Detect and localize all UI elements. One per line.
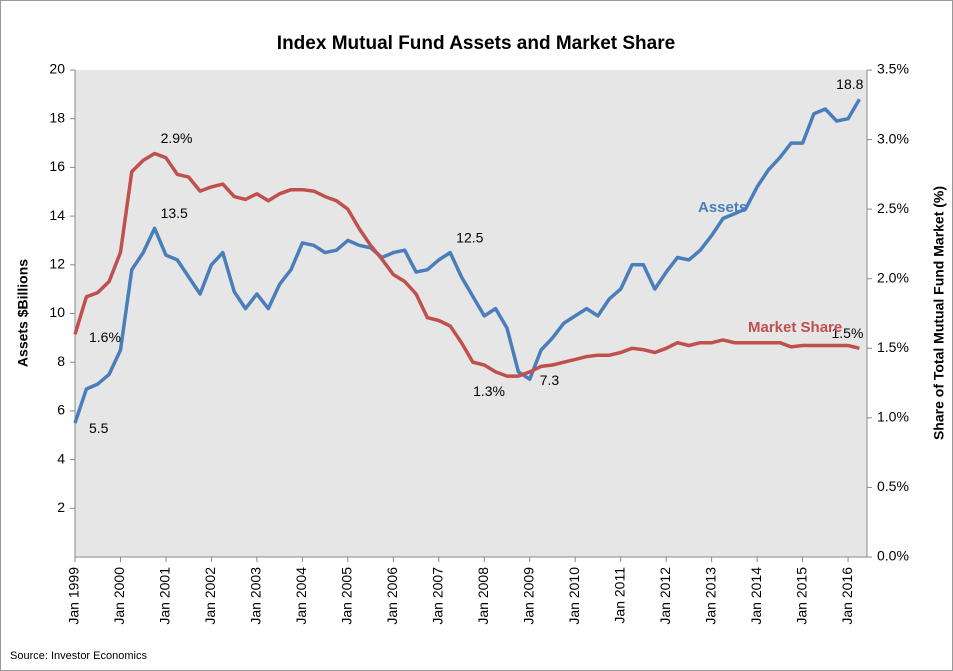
y2-tick-label: 1.5% xyxy=(877,339,909,355)
x-tick-label: Jan 2003 xyxy=(248,567,264,625)
y2-axis-title: Share of Total Mutual Fund Market (%) xyxy=(931,186,947,440)
series-line xyxy=(73,151,860,378)
data-label: 2.9% xyxy=(161,130,193,146)
x-tick-label: Jan 2000 xyxy=(111,567,127,625)
x-tick-label: Jan 2016 xyxy=(839,567,855,625)
data-label: 13.5 xyxy=(161,205,188,221)
y-tick-label: 8 xyxy=(57,353,65,369)
x-tick-label: Jan 2008 xyxy=(475,567,491,625)
data-label: 1.6% xyxy=(89,329,121,345)
y2-tick-label: 2.5% xyxy=(877,200,909,216)
x-tick-label: Jan 2014 xyxy=(748,567,764,625)
x-tick-label: Jan 2015 xyxy=(793,567,809,625)
x-tick-label: Jan 2013 xyxy=(702,567,718,625)
chart-title: Index Mutual Fund Assets and Market Shar… xyxy=(277,33,675,54)
y-tick-label: 16 xyxy=(49,158,65,174)
y2-tick-label: 3.5% xyxy=(877,61,909,77)
data-label: 18.8 xyxy=(836,76,863,92)
y2-tick-label: 0.0% xyxy=(877,548,909,564)
series-line xyxy=(73,98,861,424)
y-tick-label: 12 xyxy=(49,256,65,272)
x-tick-label: Jan 2012 xyxy=(657,567,673,625)
x-tick-label: Jan 2004 xyxy=(293,567,309,625)
y2-tick-label: 3.0% xyxy=(877,130,909,146)
x-tick-label: Jan 2009 xyxy=(520,567,536,625)
y-tick-label: 6 xyxy=(57,402,65,418)
plot-area xyxy=(75,70,867,557)
y-tick-label: 18 xyxy=(49,109,65,125)
y-tick-label: 4 xyxy=(57,450,65,466)
series-name: Market Share xyxy=(748,319,842,336)
x-tick-label: Jan 2001 xyxy=(157,567,173,625)
y2-tick-label: 0.5% xyxy=(877,478,909,494)
x-tick-label: Jan 2011 xyxy=(611,567,627,624)
source-note: Source: Investor Economics xyxy=(10,650,147,662)
data-label: 5.5 xyxy=(89,420,109,436)
y-tick-label: 14 xyxy=(49,207,65,223)
x-tick-label: Jan 1999 xyxy=(66,567,82,625)
data-label: 1.5% xyxy=(831,325,863,341)
y2-tick-label: 1.0% xyxy=(877,409,909,425)
series-name: Assets xyxy=(698,199,747,216)
y-axis-title: Assets $Billions xyxy=(15,259,31,367)
x-tick-label: Jan 2007 xyxy=(429,567,445,625)
y-tick-label: 20 xyxy=(49,61,65,77)
x-tick-label: Jan 2005 xyxy=(339,567,355,625)
data-label: 12.5 xyxy=(456,229,483,245)
x-tick-label: Jan 2002 xyxy=(202,567,218,625)
y-tick-label: 2 xyxy=(57,499,65,515)
y-tick-label: 10 xyxy=(49,304,65,320)
y2-tick-label: 2.0% xyxy=(877,269,909,285)
x-tick-label: Jan 2010 xyxy=(566,567,582,625)
x-tick-label: Jan 2006 xyxy=(384,567,400,625)
data-label: 1.3% xyxy=(473,383,505,399)
data-label: 7.3 xyxy=(540,372,560,388)
